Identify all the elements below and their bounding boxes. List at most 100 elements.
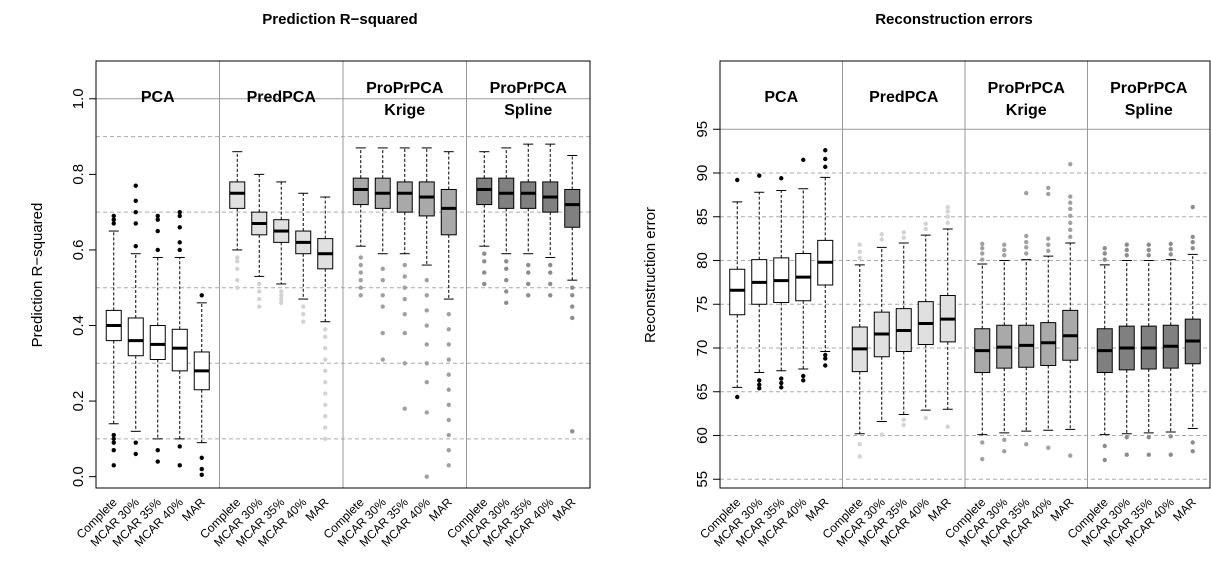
outlier-point <box>380 330 385 336</box>
box-mcar-30: MCAR 30% <box>711 173 768 549</box>
outlier-point <box>402 285 407 290</box>
outlier-point <box>945 424 950 429</box>
outlier-point <box>199 472 204 477</box>
outlier-point <box>1002 437 1007 443</box>
outlier-point <box>504 300 509 306</box>
outlier-point <box>402 274 407 279</box>
iqr-box <box>564 188 581 228</box>
outlier-point <box>133 451 138 457</box>
outlier-point <box>380 304 385 309</box>
panel-title-line: ProPrPCA <box>1110 80 1188 97</box>
outlier-point <box>111 463 116 468</box>
box-mar: MAR <box>179 293 210 524</box>
iqr-box <box>440 188 457 236</box>
right-chart-title: Reconstruction errors <box>875 11 1033 28</box>
outlier-point <box>980 456 985 462</box>
outlier-point <box>757 173 762 178</box>
outlier-point <box>279 300 284 306</box>
y-tick-label: 0.2 <box>70 391 87 412</box>
outlier-point <box>257 296 262 302</box>
outlier-point <box>446 357 451 362</box>
outlier-point <box>279 293 284 298</box>
box-mar: MAR <box>803 148 834 524</box>
panel-title: PCA <box>764 89 798 106</box>
outlier-point <box>446 432 451 438</box>
outlier-point <box>257 281 262 287</box>
y-tick-label: 0.4 <box>70 315 87 336</box>
outlier-point <box>1102 443 1107 449</box>
outlier-point <box>526 270 531 275</box>
outlier-point <box>570 429 575 434</box>
box-mcar-40: MCAR 40% <box>255 192 312 549</box>
outlier-point <box>111 440 116 445</box>
outlier-point <box>548 293 553 298</box>
outlier-point <box>1046 445 1051 450</box>
outlier-point <box>133 209 138 215</box>
outlier-point <box>235 285 240 290</box>
outlier-point <box>823 352 828 358</box>
outlier-point <box>857 442 862 447</box>
box-mcar-35: MCAR 35% <box>733 176 790 549</box>
y-tick-label: 0.8 <box>70 164 87 185</box>
box-complete: Complete <box>74 213 122 541</box>
outlier-point <box>155 228 160 234</box>
outlier-point <box>1068 213 1073 219</box>
y-tick-label: 70 <box>694 340 711 357</box>
outlier-point <box>901 230 906 235</box>
outlier-point <box>980 251 985 256</box>
y-tick-label: 1.0 <box>70 88 87 109</box>
y-tick-label: 0.6 <box>70 240 87 261</box>
outlier-point <box>323 334 328 340</box>
outlier-point <box>735 177 740 183</box>
outlier-point <box>1102 251 1107 256</box>
y-tick-label: 55 <box>694 471 711 488</box>
panel-title-line: PCA <box>764 89 798 106</box>
outlier-point <box>526 293 531 298</box>
outlier-point <box>446 327 451 332</box>
outlier-point <box>323 368 328 374</box>
outlier-point <box>482 259 487 264</box>
outlier-point <box>548 270 553 275</box>
outlier-point <box>901 235 906 240</box>
outlier-point <box>857 249 862 254</box>
outlier-point <box>1146 253 1151 258</box>
outlier-point <box>323 414 328 419</box>
x-category-label: MAR <box>1048 495 1077 524</box>
outlier-point <box>446 417 451 423</box>
outlier-point <box>1190 246 1195 251</box>
outlier-point <box>980 440 985 445</box>
y-tick-label: 80 <box>694 252 711 269</box>
outlier-point <box>779 376 784 381</box>
outlier-point <box>424 379 429 385</box>
panel-title-line: Krige <box>384 102 425 119</box>
outlier-point <box>279 296 284 302</box>
outlier-point <box>1002 449 1007 454</box>
outlier-point <box>1168 434 1173 439</box>
outlier-point <box>1168 452 1173 457</box>
iqr-box <box>352 177 369 206</box>
outlier-point <box>1102 246 1107 251</box>
outlier-point <box>879 232 884 237</box>
outlier-point <box>402 311 407 317</box>
outlier-point <box>1190 234 1195 240</box>
panel-title-line: PredPCA <box>247 89 317 106</box>
x-category-label: MAR <box>303 495 332 524</box>
panel-title: ProPrPCA Krige <box>988 80 1066 119</box>
outlier-point <box>1102 257 1107 262</box>
iqr-box <box>476 177 493 206</box>
outlier-point <box>177 213 182 219</box>
outlier-point <box>111 432 116 438</box>
outlier-point <box>1146 247 1151 253</box>
outlier-point <box>257 304 262 309</box>
iqr-box <box>171 328 188 372</box>
outlier-point <box>1068 453 1073 458</box>
box-complete: Complete <box>321 147 369 541</box>
outlier-point <box>945 209 950 214</box>
outlier-point <box>1190 449 1195 454</box>
